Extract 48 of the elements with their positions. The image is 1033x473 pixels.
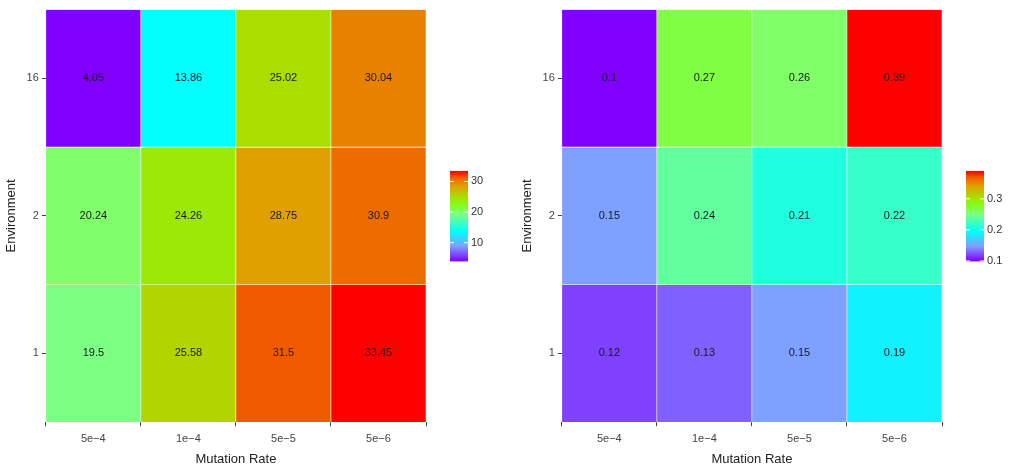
data-label: 0.1 (601, 71, 617, 84)
data-label: 0.21 (788, 208, 811, 221)
data-label: 33.45 (364, 346, 393, 359)
x-tick-label: 1e−4 (692, 431, 717, 444)
data-label: 0.19 (883, 346, 906, 359)
color-bar-label: 20 (471, 205, 484, 218)
data-label: 0.22 (883, 208, 906, 221)
data-label: 0.24 (693, 208, 716, 221)
data-label: 0.13 (693, 346, 716, 359)
y-tick-label: 1 (548, 346, 555, 359)
x-tick-label: 5e−4 (596, 431, 622, 444)
data-label: 4.05 (82, 71, 105, 84)
data-label: 13.86 (174, 71, 203, 84)
x-tick-label: 1e−4 (176, 431, 201, 444)
data-label: 0.15 (598, 208, 621, 221)
data-label: 31.5 (272, 346, 295, 359)
y-tick-label: 1 (32, 346, 39, 359)
y-tick-label: 16 (26, 71, 39, 84)
color-bar-label: 0.2 (987, 222, 1003, 235)
data-label: 0.39 (883, 71, 906, 84)
x-tick-label: 5e−5 (271, 431, 296, 444)
x-tick-label: 5e−4 (80, 431, 106, 444)
data-label: 0.12 (598, 346, 621, 359)
color-bar-label: 0.3 (987, 191, 1003, 204)
data-label: 0.27 (693, 71, 716, 84)
x-axis-title: Mutation Rate (195, 450, 277, 466)
x-tick-label: 5e−6 (366, 431, 391, 444)
color-bar-label: 30 (471, 174, 484, 187)
data-label: 20.24 (79, 208, 108, 221)
data-label: 0.15 (788, 346, 811, 359)
color-bar-label: 10 (471, 235, 484, 248)
y-axis-title: Environment (519, 179, 535, 253)
x-tick-label: 5e−5 (787, 431, 812, 444)
data-label: 30.9 (367, 208, 390, 221)
y-tick-label: 2 (32, 208, 39, 221)
x-axis-title: Mutation Rate (711, 450, 793, 466)
y-tick-label: 16 (542, 71, 555, 84)
data-label: 30.04 (364, 71, 393, 84)
color-bar-label: 0.1 (987, 253, 1003, 266)
data-label: 28.75 (269, 208, 298, 221)
data-label: 19.5 (82, 346, 105, 359)
x-tick-label: 5e−6 (882, 431, 907, 444)
y-tick-label: 2 (548, 208, 555, 221)
data-label: 24.26 (174, 208, 203, 221)
data-label: 25.58 (174, 346, 203, 359)
y-axis-title: Environment (3, 179, 19, 253)
data-label: 25.02 (269, 71, 298, 84)
data-label: 0.26 (788, 71, 811, 84)
